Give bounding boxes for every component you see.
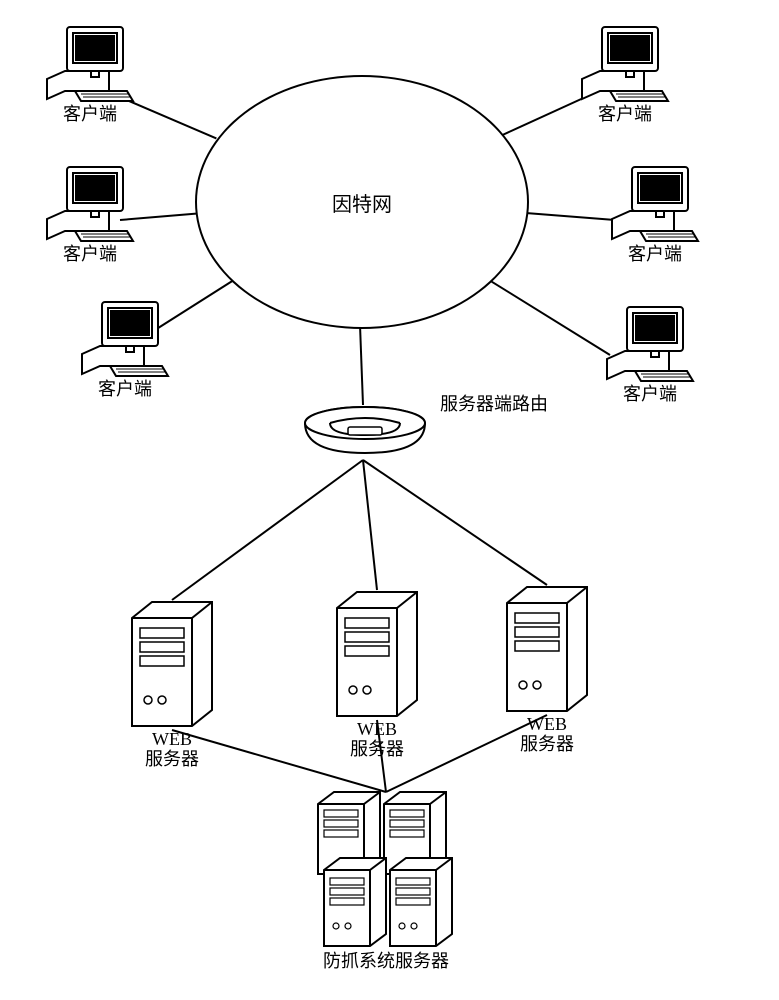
client-node-3-label: 客户端	[580, 105, 670, 125]
client-node-4: 客户端	[610, 165, 700, 265]
router-icon	[300, 405, 430, 460]
edge	[360, 325, 363, 405]
client-node-1: 客户端	[45, 165, 135, 265]
client-node-5: 客户端	[605, 305, 695, 405]
web-server-node-2-label: WEB 服务器	[505, 715, 589, 755]
client-computer-icon	[45, 165, 135, 243]
web-server-node-0: WEB 服务器	[130, 600, 214, 770]
client-node-1-label: 客户端	[45, 245, 135, 265]
server-tower-icon	[335, 590, 419, 718]
router-node	[300, 405, 430, 460]
client-node-5-label: 客户端	[605, 385, 695, 405]
edge	[501, 95, 590, 135]
server-rack-icon	[316, 790, 456, 950]
server-tower-icon	[130, 600, 214, 728]
client-computer-icon	[605, 305, 695, 383]
client-node-0: 客户端	[45, 25, 135, 125]
web-server-node-0-label: WEB 服务器	[130, 730, 214, 770]
client-node-0-label: 客户端	[45, 105, 135, 125]
web-server-node-1-label: WEB 服务器	[335, 720, 419, 760]
diagram-stage: 因特网 服务器端路由 客户端 客户端	[0, 0, 779, 1000]
client-node-2-label: 客户端	[80, 380, 170, 400]
server-tower-icon	[505, 585, 589, 713]
client-computer-icon	[80, 300, 170, 378]
router-label: 服务器端路由	[440, 390, 548, 416]
internet-cloud: 因特网	[195, 75, 529, 329]
internet-label: 因特网	[332, 188, 392, 217]
anti-crawl-server-node: 防抓系统服务器	[316, 790, 456, 972]
anti-crawl-server-node-label: 防抓系统服务器	[316, 952, 456, 972]
edge	[488, 279, 610, 355]
client-computer-icon	[610, 165, 700, 243]
client-node-4-label: 客户端	[610, 245, 700, 265]
client-node-2: 客户端	[80, 300, 170, 400]
web-server-node-1: WEB 服务器	[335, 590, 419, 760]
edge	[363, 460, 377, 590]
edge	[363, 460, 547, 585]
edge	[524, 213, 615, 220]
client-computer-icon	[45, 25, 135, 103]
web-server-node-2: WEB 服务器	[505, 585, 589, 755]
edge	[172, 460, 363, 600]
client-node-3: 客户端	[580, 25, 670, 125]
client-computer-icon	[580, 25, 670, 103]
